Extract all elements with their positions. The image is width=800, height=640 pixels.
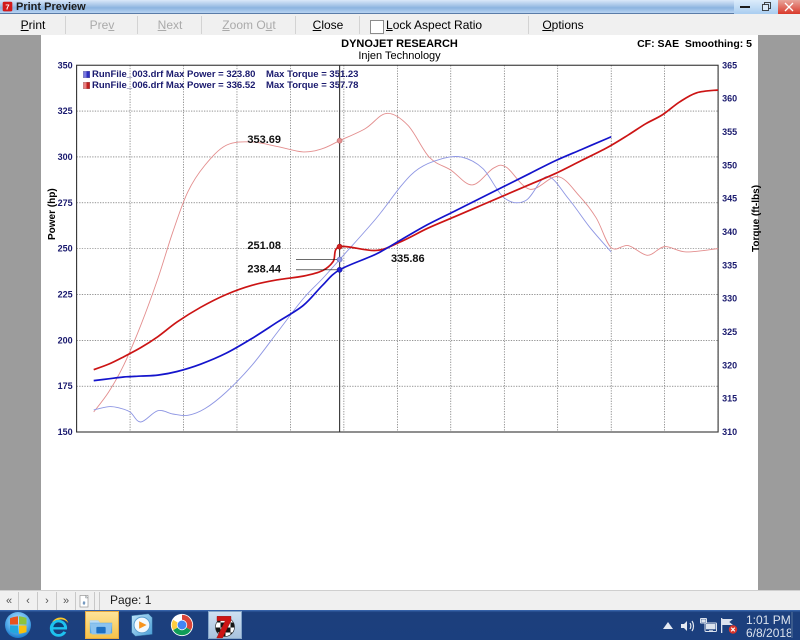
svg-text:300: 300 — [58, 152, 73, 162]
svg-text:335: 335 — [722, 260, 737, 270]
svg-text:251.08: 251.08 — [247, 240, 281, 252]
svg-text:345: 345 — [722, 194, 737, 204]
svg-text:340: 340 — [722, 227, 737, 237]
svg-text:350: 350 — [58, 60, 73, 70]
svg-text:325: 325 — [58, 106, 73, 116]
svg-text:315: 315 — [722, 394, 737, 404]
svg-text:353.69: 353.69 — [247, 134, 281, 146]
svg-text:238.44: 238.44 — [247, 263, 282, 275]
svg-text:360: 360 — [722, 94, 737, 104]
svg-text:200: 200 — [58, 335, 73, 345]
svg-text:275: 275 — [58, 198, 73, 208]
svg-text:7: 7 — [5, 2, 9, 11]
svg-text:175: 175 — [58, 381, 73, 391]
svg-text:225: 225 — [58, 289, 73, 299]
svg-text:250: 250 — [58, 244, 73, 254]
svg-text:350: 350 — [722, 160, 737, 170]
svg-text:310: 310 — [722, 427, 737, 437]
svg-text:330: 330 — [722, 294, 737, 304]
svg-text:335.86: 335.86 — [391, 253, 425, 265]
svg-text:#: # — [83, 601, 86, 607]
svg-text:365: 365 — [722, 60, 737, 70]
svg-text:355: 355 — [722, 127, 737, 137]
svg-text:150: 150 — [58, 427, 73, 437]
svg-text:325: 325 — [722, 327, 737, 337]
svg-text:320: 320 — [722, 360, 737, 370]
